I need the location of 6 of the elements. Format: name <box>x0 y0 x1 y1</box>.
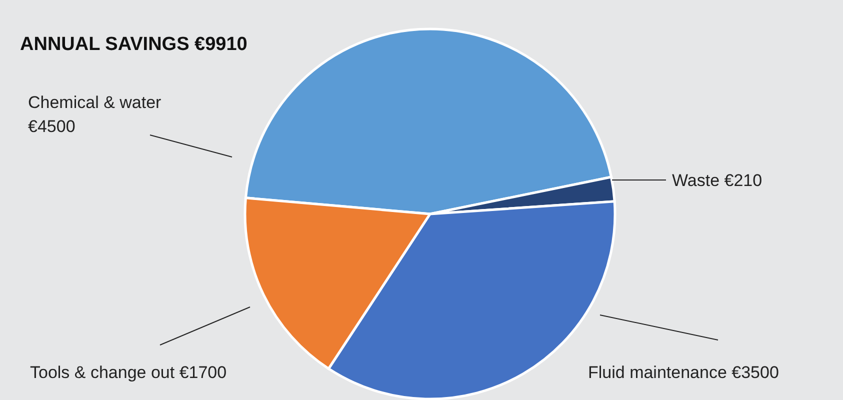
chart-title: ANNUAL SAVINGS €9910 <box>20 34 248 56</box>
slice-label: Tools & change out €1700 <box>30 363 227 382</box>
slice-label: Fluid maintenance €3500 <box>588 363 779 382</box>
slice-label: Waste €210 <box>672 171 762 190</box>
data-label: €4500 <box>28 117 76 136</box>
slice-label: Chemical & water <box>28 93 162 112</box>
